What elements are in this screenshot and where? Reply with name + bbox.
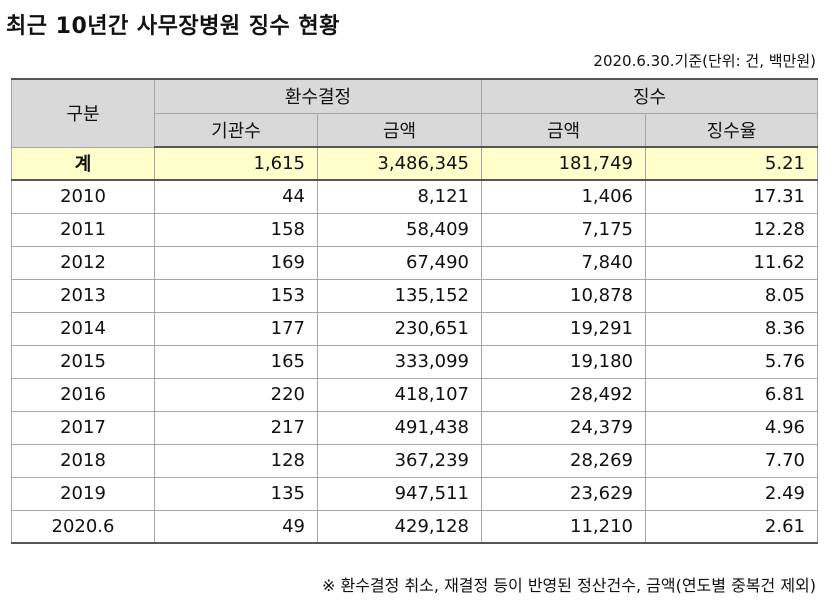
row-count: 128 bbox=[154, 443, 318, 478]
row-year: 2018 bbox=[11, 443, 155, 478]
row-decided: 947,511 bbox=[317, 476, 482, 511]
row-count: 44 bbox=[154, 179, 318, 214]
row-decided: 58,409 bbox=[317, 212, 482, 247]
header-category: 구분 bbox=[11, 78, 155, 148]
row-decided: 230,651 bbox=[317, 311, 482, 346]
header-decided-amount: 금액 bbox=[317, 112, 482, 148]
table-row: 2017 217 491,438 24,379 4.96 bbox=[11, 410, 818, 445]
row-rate: 11.62 bbox=[645, 245, 818, 280]
row-rate: 12.28 bbox=[645, 212, 818, 247]
row-decided: 8,121 bbox=[317, 179, 482, 214]
row-year: 2016 bbox=[11, 377, 155, 412]
row-decided: 418,107 bbox=[317, 377, 482, 412]
table-row: 2016 220 418,107 28,492 6.81 bbox=[11, 377, 818, 412]
row-collected: 7,840 bbox=[481, 245, 646, 280]
row-decided: 429,128 bbox=[317, 509, 482, 544]
row-rate: 8.36 bbox=[645, 311, 818, 346]
row-year: 2020.6 bbox=[11, 509, 155, 544]
row-year: 2019 bbox=[11, 476, 155, 511]
row-count: 169 bbox=[154, 245, 318, 280]
row-count: 158 bbox=[154, 212, 318, 247]
row-year: 2012 bbox=[11, 245, 155, 280]
header-row-1: 구분 환수결정 징수 bbox=[11, 78, 818, 148]
footnote: ※ 환수결정 취소, 재결정 등이 반영된 정산건수, 금액(연도별 중복건 제… bbox=[322, 576, 816, 595]
row-collected: 10,878 bbox=[481, 278, 646, 313]
row-year: 2013 bbox=[11, 278, 155, 313]
row-count: 220 bbox=[154, 377, 318, 412]
header-collected-amount: 금액 bbox=[481, 112, 646, 148]
table-row: 2011 158 58,409 7,175 12.28 bbox=[11, 212, 818, 247]
row-decided: 67,490 bbox=[317, 245, 482, 280]
unit-note: 2020.6.30.기준(단위: 건, 백만원) bbox=[593, 52, 816, 70]
row-collected: 19,180 bbox=[481, 344, 646, 379]
row-rate: 17.31 bbox=[645, 179, 818, 214]
table-row: 2012 169 67,490 7,840 11.62 bbox=[11, 245, 818, 280]
total-label: 계 bbox=[11, 146, 155, 181]
row-decided: 333,099 bbox=[317, 344, 482, 379]
row-year: 2010 bbox=[11, 179, 155, 214]
total-decided: 3,486,345 bbox=[317, 146, 482, 181]
row-collected: 19,291 bbox=[481, 311, 646, 346]
table-row: 2015 165 333,099 19,180 5.76 bbox=[11, 344, 818, 379]
row-collected: 7,175 bbox=[481, 212, 646, 247]
row-rate: 2.49 bbox=[645, 476, 818, 511]
row-count: 217 bbox=[154, 410, 318, 445]
row-rate: 5.76 bbox=[645, 344, 818, 379]
row-collected: 28,492 bbox=[481, 377, 646, 412]
row-rate: 8.05 bbox=[645, 278, 818, 313]
row-rate: 4.96 bbox=[645, 410, 818, 445]
table-row: 2013 153 135,152 10,878 8.05 bbox=[11, 278, 818, 313]
header-count: 기관수 bbox=[154, 112, 318, 148]
table-row: 2019 135 947,511 23,629 2.49 bbox=[11, 476, 818, 511]
row-collected: 1,406 bbox=[481, 179, 646, 214]
row-collected: 23,629 bbox=[481, 476, 646, 511]
header-row-2: 기관수 금액 금액 징수율 bbox=[12, 112, 818, 148]
header-group-collected: 징수 bbox=[481, 78, 818, 114]
total-collected: 181,749 bbox=[481, 146, 646, 181]
header-rate: 징수율 bbox=[645, 112, 818, 148]
row-collected: 24,379 bbox=[481, 410, 646, 445]
page-title: 최근 10년간 사무장병원 징수 현황 bbox=[6, 14, 340, 39]
collection-table: 구분 환수결정 징수 기관수 금액 금액 징수율 계 1,615 3,486,3… bbox=[11, 78, 818, 544]
table-row: 2018 128 367,239 28,269 7.70 bbox=[11, 443, 818, 478]
row-decided: 135,152 bbox=[317, 278, 482, 313]
total-rate: 5.21 bbox=[645, 146, 818, 181]
table-row: 2010 44 8,121 1,406 17.31 bbox=[11, 179, 818, 214]
table-row: 2014 177 230,651 19,291 8.36 bbox=[11, 311, 818, 346]
total-row: 계 1,615 3,486,345 181,749 5.21 bbox=[11, 146, 818, 181]
row-decided: 367,239 bbox=[317, 443, 482, 478]
row-rate: 2.61 bbox=[645, 509, 818, 544]
row-count: 49 bbox=[154, 509, 318, 544]
row-year: 2014 bbox=[11, 311, 155, 346]
row-rate: 6.81 bbox=[645, 377, 818, 412]
row-count: 165 bbox=[154, 344, 318, 379]
row-year: 2017 bbox=[11, 410, 155, 445]
row-year: 2011 bbox=[11, 212, 155, 247]
row-count: 135 bbox=[154, 476, 318, 511]
row-decided: 491,438 bbox=[317, 410, 482, 445]
row-count: 153 bbox=[154, 278, 318, 313]
row-year: 2015 bbox=[11, 344, 155, 379]
header-group-decided: 환수결정 bbox=[154, 78, 482, 114]
row-collected: 28,269 bbox=[481, 443, 646, 478]
row-collected: 11,210 bbox=[481, 509, 646, 544]
row-rate: 7.70 bbox=[645, 443, 818, 478]
total-count: 1,615 bbox=[154, 146, 318, 181]
row-count: 177 bbox=[154, 311, 318, 346]
table-row: 2020.6 49 429,128 11,210 2.61 bbox=[11, 509, 818, 544]
